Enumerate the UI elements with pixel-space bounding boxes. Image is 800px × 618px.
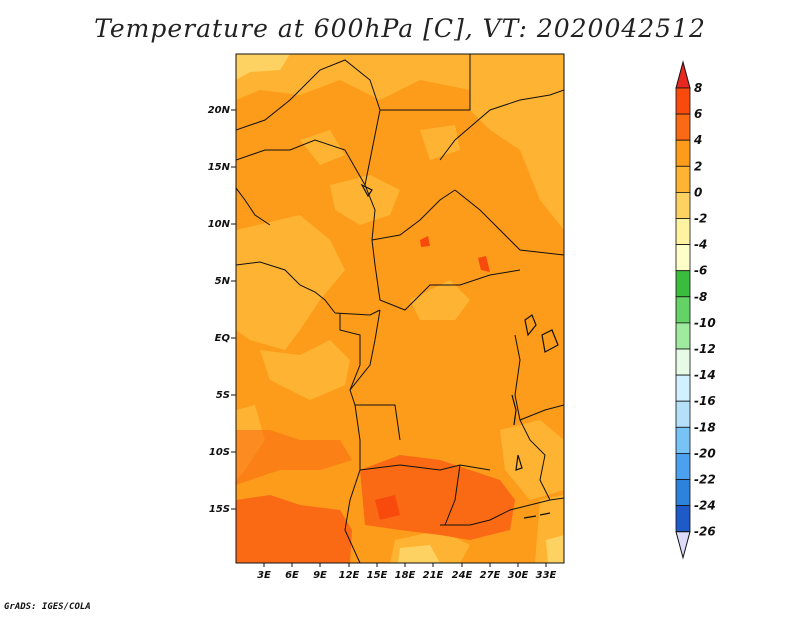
- colorbar-label: -24: [694, 499, 716, 513]
- colorbar-segment: [675, 452, 691, 480]
- colorbar-label: -22: [694, 473, 716, 487]
- colorbar-segment: [675, 374, 691, 402]
- map-frame: [235, 53, 565, 564]
- colorbar-segment: [675, 270, 691, 298]
- colorbar-label: 4: [693, 133, 702, 147]
- colorbar-label: -10: [694, 316, 716, 330]
- colorbar-segment: [675, 87, 691, 115]
- colorbar-label: 6: [694, 107, 702, 121]
- temp-field-minus2-0: [236, 54, 564, 563]
- colorbar-segment: [675, 400, 691, 428]
- colorbar-segment: [675, 296, 691, 324]
- grads-credit: GrADS: IGES/COLA: [4, 602, 91, 612]
- map-title: Temperature at 600hPa [C], VT: 202004251…: [94, 14, 706, 43]
- colorbar-label: 0: [694, 185, 702, 199]
- lon-tick-label: 24E: [452, 570, 473, 581]
- colorbar-segment: [675, 348, 691, 376]
- colorbar-label: 8: [694, 81, 702, 95]
- lon-tick-label: 12E: [339, 570, 360, 581]
- colorbar-segment: [675, 479, 691, 507]
- lon-tick-label: 15E: [367, 570, 388, 581]
- lon-tick-label: 18E: [395, 570, 416, 581]
- colorbar-bottom-cap: [675, 531, 691, 560]
- colorbar-segment: [675, 165, 691, 193]
- temp-field-4-6: [236, 430, 515, 563]
- lon-tick-label: 27E: [480, 570, 501, 581]
- colorbar-label: -14: [694, 368, 716, 382]
- colorbar-segment: [675, 218, 691, 246]
- lat-tick-label: 5S: [216, 390, 230, 401]
- lat-tick-label: 20N: [208, 105, 231, 116]
- colorbar-label: -8: [694, 290, 707, 304]
- colorbar-label: -12: [694, 342, 716, 356]
- colorbar-label: -6: [694, 264, 707, 278]
- lon-tick-label: 3E: [257, 570, 271, 581]
- lon-tick-label: 21E: [423, 570, 444, 581]
- lon-tick-label: 6E: [285, 570, 299, 581]
- lat-tick-label: 15N: [208, 162, 231, 173]
- latitude-axis: 20N 15N 10N 5N EQ 5S 10S 15S: [208, 105, 236, 515]
- colorbar-label: 2: [694, 159, 702, 173]
- temperature-map: [235, 53, 565, 564]
- lat-tick-label: 5N: [215, 276, 231, 287]
- lat-tick-label: EQ: [215, 333, 231, 344]
- country-borders: [236, 54, 564, 563]
- colorbar-label: -2: [694, 212, 707, 226]
- lon-tick-label: 33E: [536, 570, 557, 581]
- colorbar: 8 6 4 2 0 -2 -4 -6 -8 -10 -12 -14 -16 -18 -20 -22 -24 -26: [675, 60, 716, 560]
- colorbar-segment: [675, 139, 691, 167]
- colorbar-label: -20: [694, 446, 716, 460]
- colorbar-segment: [675, 113, 691, 141]
- colorbar-label: -26: [694, 525, 716, 539]
- lon-tick-label: 30E: [508, 570, 529, 581]
- colorbar-segment: [675, 505, 691, 533]
- colorbar-segment: [675, 426, 691, 454]
- colorbar-top-cap: [675, 60, 691, 89]
- colorbar-label: -4: [694, 238, 707, 252]
- colorbar-label: -18: [694, 420, 716, 434]
- temp-field-6-8: [375, 236, 490, 520]
- lon-tick-label: 9E: [313, 570, 327, 581]
- lat-tick-label: 15S: [209, 504, 230, 515]
- colorbar-segment: [675, 322, 691, 350]
- colorbar-segment: [675, 244, 691, 272]
- colorbar-label: -16: [694, 394, 716, 408]
- lat-tick-label: 10S: [209, 447, 230, 458]
- lakes: [360, 183, 559, 519]
- temp-field-0-2: [236, 54, 564, 563]
- longitude-axis: 3E 6E 9E 12E 15E 18E 21E 24E 27E 30E 33E: [257, 563, 557, 581]
- lat-tick-label: 10N: [208, 219, 231, 230]
- colorbar-segment: [675, 191, 691, 219]
